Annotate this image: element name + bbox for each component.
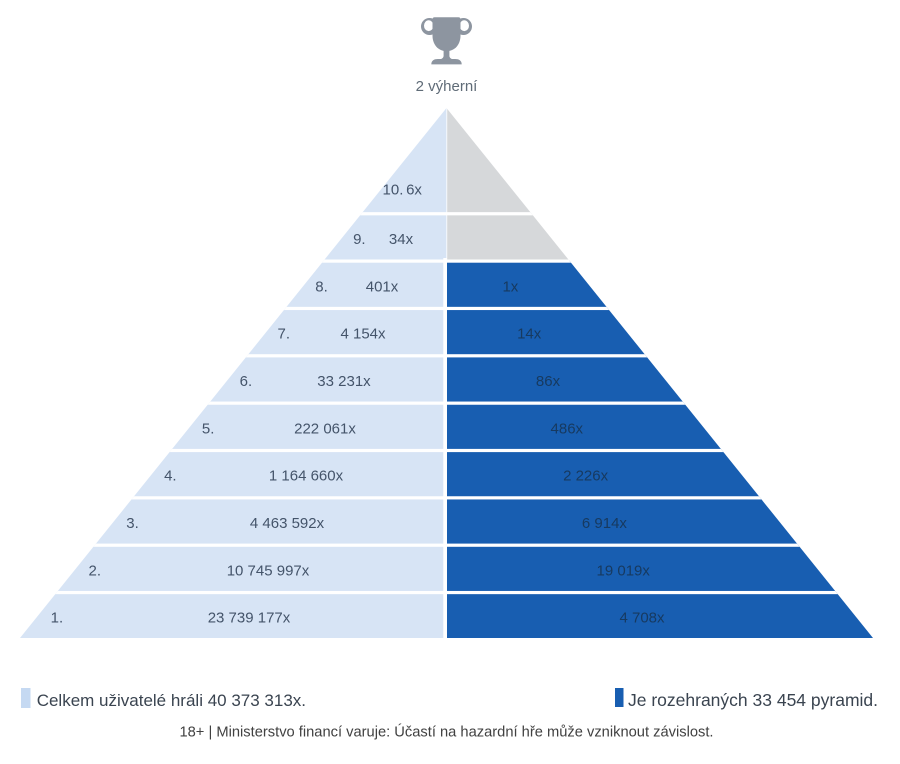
svg-text:1x: 1x xyxy=(502,278,518,295)
svg-text:33 231x: 33 231x xyxy=(317,373,371,390)
svg-text:2 226x: 2 226x xyxy=(563,468,609,485)
svg-text:8.: 8. xyxy=(315,278,328,295)
svg-text:486x: 486x xyxy=(551,420,584,437)
svg-text:9.: 9. xyxy=(353,231,366,248)
svg-text:86x: 86x xyxy=(536,373,561,390)
svg-text:23 739 177x: 23 739 177x xyxy=(208,610,291,627)
svg-text:4 463 592x: 4 463 592x xyxy=(250,515,325,532)
svg-text:1 164 660x: 1 164 660x xyxy=(269,468,344,485)
svg-text:34x: 34x xyxy=(389,231,414,248)
svg-text:4 708x: 4 708x xyxy=(619,610,665,627)
svg-text:2 výherní: 2 výherní xyxy=(416,78,479,95)
svg-text:Celkem uživatelé hráli 40 373: Celkem uživatelé hráli 40 373 313x. xyxy=(37,691,306,710)
svg-text:2.: 2. xyxy=(88,562,101,579)
svg-text:6 914x: 6 914x xyxy=(582,515,628,532)
svg-text:6.: 6. xyxy=(240,373,253,390)
svg-text:5.: 5. xyxy=(202,420,215,437)
svg-text:7.: 7. xyxy=(277,326,290,343)
svg-text:401x: 401x xyxy=(366,278,399,295)
svg-text:4 154x: 4 154x xyxy=(340,326,386,343)
svg-text:10 745 997x: 10 745 997x xyxy=(227,562,310,579)
svg-text:10.: 10. xyxy=(383,182,404,199)
svg-text:222 061x: 222 061x xyxy=(294,420,356,437)
svg-text:Je rozehraných 33 454 pyramid.: Je rozehraných 33 454 pyramid. xyxy=(628,690,878,710)
svg-text:3.: 3. xyxy=(126,515,139,532)
svg-text:19 019x: 19 019x xyxy=(597,562,651,579)
svg-text:1.: 1. xyxy=(51,610,64,627)
svg-text:14x: 14x xyxy=(517,326,542,343)
svg-text:4.: 4. xyxy=(164,468,177,485)
svg-text:18+ | Ministerstvo financí var: 18+ | Ministerstvo financí varuje: Účast… xyxy=(179,723,713,740)
svg-text:6x: 6x xyxy=(406,182,422,199)
